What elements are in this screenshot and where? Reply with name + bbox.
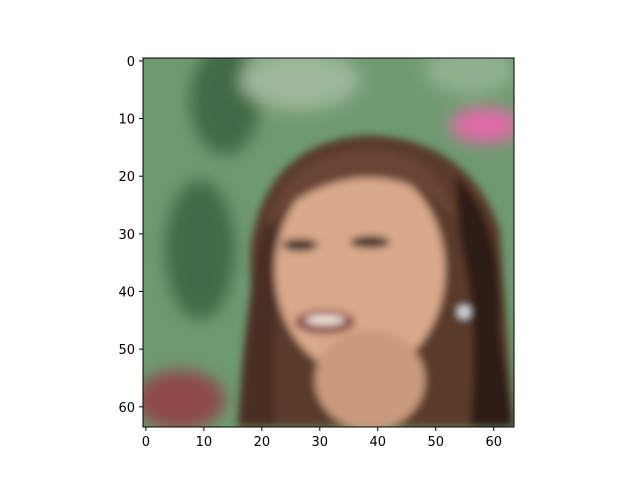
x-tick-label: 30 (312, 435, 329, 450)
pink-patch (450, 107, 514, 143)
x-tick-label: 50 (427, 435, 444, 450)
x-tick-label: 0 (142, 435, 150, 450)
x-tick-label: 10 (196, 435, 213, 450)
bg-dark-patch (165, 180, 235, 320)
y-tick-label: 40 (118, 286, 135, 301)
x-tick-label: 60 (485, 435, 502, 450)
bottom-left-patch (143, 370, 225, 427)
teeth (305, 315, 345, 325)
y-tick-label: 0 (127, 55, 135, 70)
bg-dark-patch (190, 58, 260, 155)
x-tick-label: 20 (254, 435, 271, 450)
y-tick-label: 20 (118, 170, 135, 185)
earring (458, 306, 470, 318)
hair-left-strands (238, 220, 285, 427)
bg-light-patch (425, 58, 514, 95)
y-tick-label: 30 (118, 228, 135, 243)
neck (315, 330, 425, 427)
y-tick-label: 10 (118, 113, 135, 128)
axes-frame (142, 57, 515, 428)
hair-right-dark (455, 175, 514, 427)
y-axis: 0 10 20 30 40 50 60 (118, 55, 143, 416)
plotted-image (143, 58, 514, 427)
y-tick-label: 50 (118, 343, 135, 358)
x-axis: 0 10 20 30 40 50 60 (142, 427, 502, 450)
y-tick-label: 60 (118, 401, 135, 416)
bg-light-patch (240, 58, 360, 110)
x-tick-label: 40 (370, 435, 387, 450)
right-eye (350, 236, 390, 248)
left-eye (282, 239, 318, 251)
fringe (265, 149, 455, 230)
